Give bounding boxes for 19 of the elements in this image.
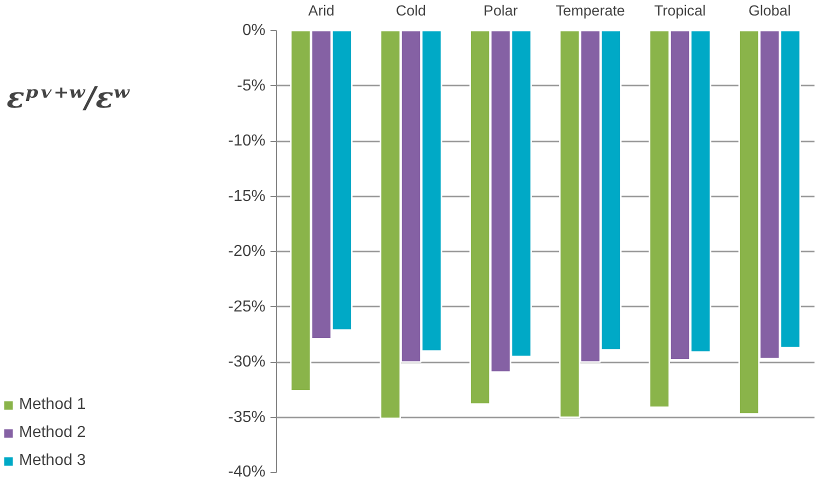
y-tick-label: 0%: [242, 22, 266, 39]
y-tick-label: -10%: [228, 132, 266, 150]
legend-label: Method 3: [19, 452, 86, 470]
y-tick-label: -40%: [228, 464, 266, 480]
y-axis-title: εᵖᵛ⁺ʷ/εʷ: [6, 79, 130, 114]
x-tick-label: Global: [748, 4, 791, 20]
y-tick-label: -20%: [228, 243, 266, 260]
x-tick-label: Cold: [396, 4, 426, 20]
legend-label: Method 1: [19, 396, 86, 414]
legend-label: Method 2: [19, 424, 86, 442]
y-tick-label: -35%: [228, 408, 266, 426]
x-tick-label: Polar: [484, 4, 518, 20]
x-tick-label: Arid: [308, 4, 334, 20]
y-tick-label: -25%: [228, 298, 266, 316]
y-tick-label: -5%: [237, 77, 266, 94]
y-tick-label: -30%: [228, 354, 266, 370]
y-tick-label: -15%: [228, 188, 266, 205]
x-tick-label: Tropical: [654, 4, 706, 20]
x-tick-label: Temperate: [556, 4, 625, 20]
